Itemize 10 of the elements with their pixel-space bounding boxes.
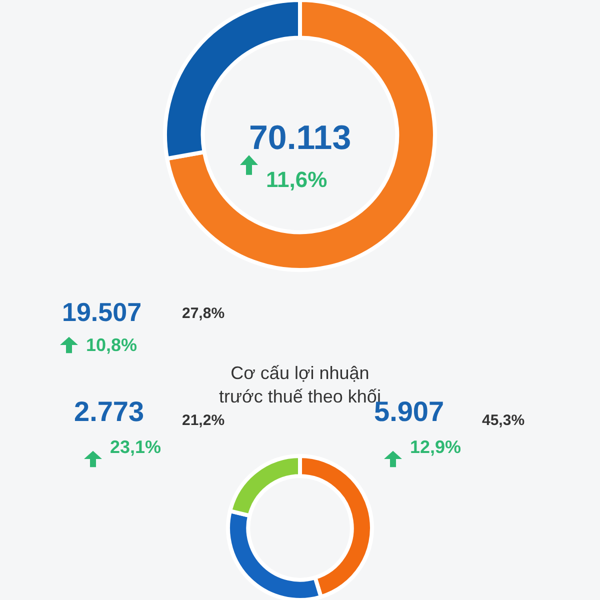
- text: 70.113: [249, 119, 352, 157]
- text: 12,9%: [410, 437, 462, 457]
- text: 11,6%: [266, 167, 328, 192]
- text: 21,2%: [182, 412, 225, 429]
- text: 10,8%: [86, 335, 138, 355]
- text: 45,3%: [482, 412, 525, 429]
- text: 2.773: [74, 396, 144, 427]
- text: 27,8%: [182, 305, 225, 322]
- text: 19.507: [62, 297, 142, 327]
- text: 23,1%: [110, 437, 162, 457]
